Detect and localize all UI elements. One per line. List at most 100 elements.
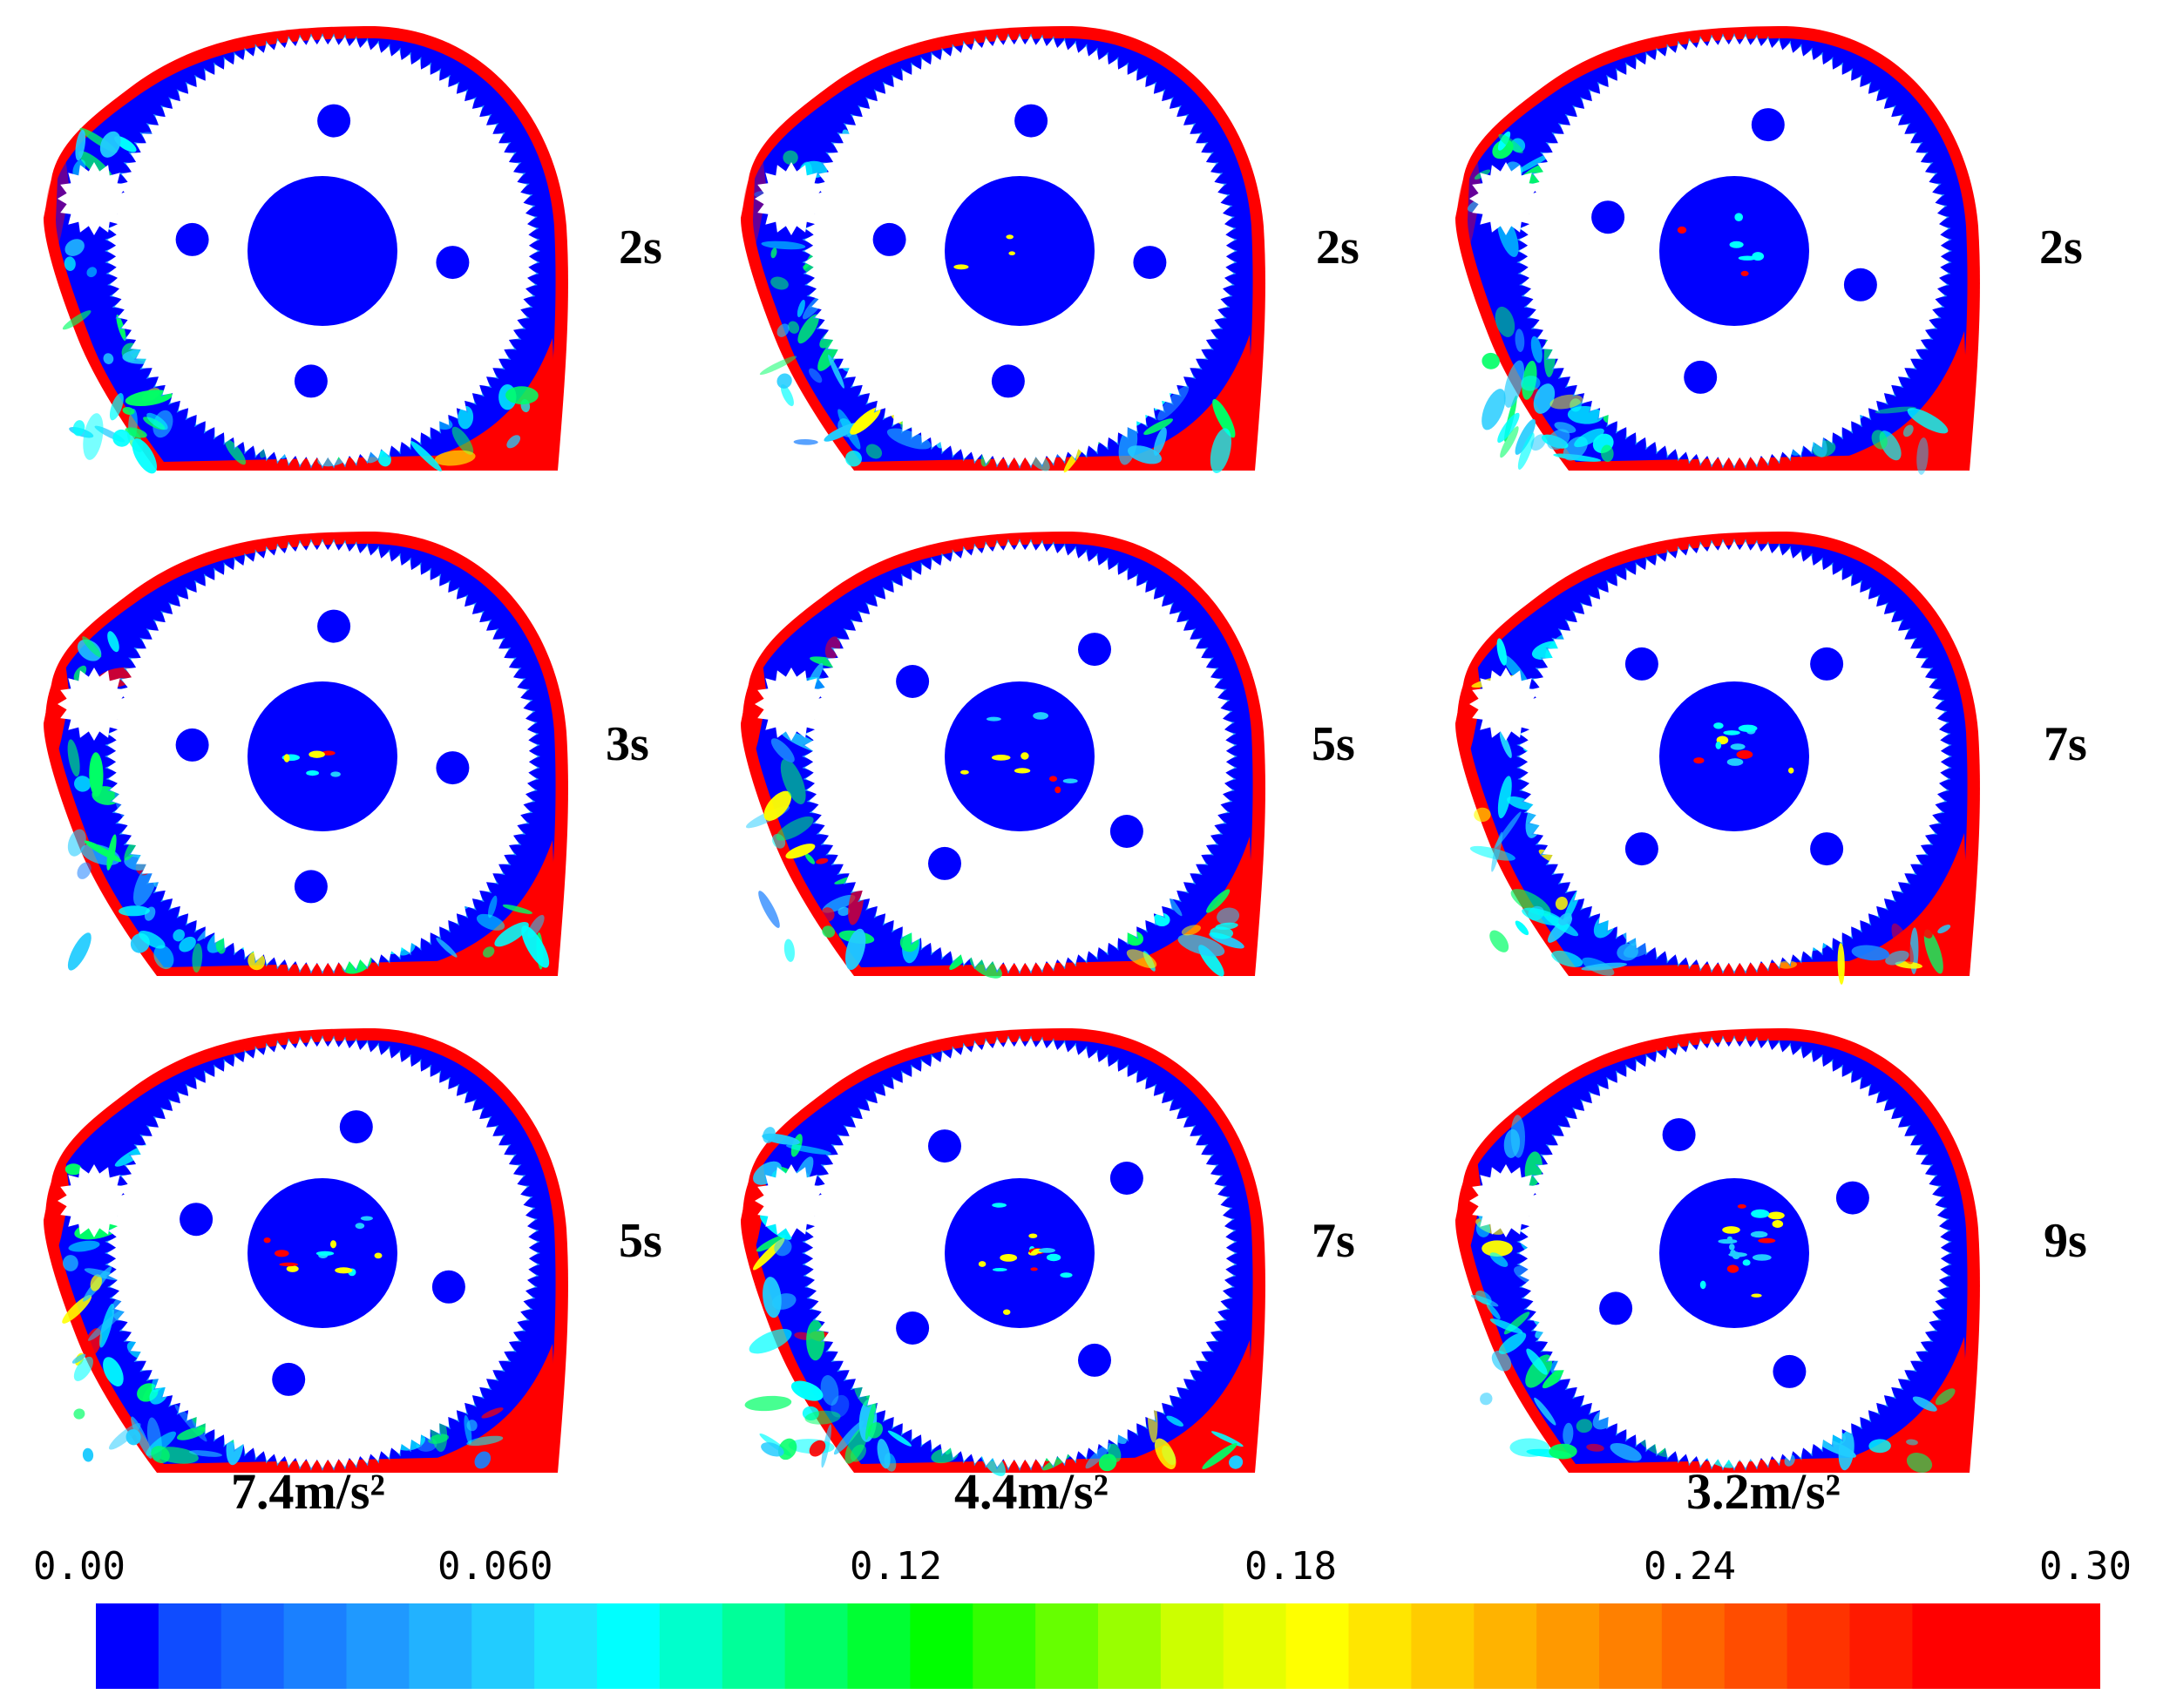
hub-speckle: [1758, 1237, 1776, 1244]
flow-streak: [770, 247, 777, 259]
flow-streak: [103, 1357, 124, 1387]
flow-streak: [1480, 1393, 1493, 1406]
colorbar-segment: [220, 1603, 285, 1689]
hub-speckle: [374, 1252, 383, 1259]
hub-speckle: [1030, 1267, 1038, 1271]
colorbar-segment: [1599, 1603, 1663, 1689]
hub-speckle: [1726, 758, 1744, 766]
flow-streak: [106, 834, 117, 871]
hub-speckle: [315, 1250, 335, 1256]
flow-streak: [466, 1435, 504, 1447]
flow-streak: [793, 438, 818, 445]
hub-speckle: [1006, 234, 1014, 240]
oil-pool: [1081, 335, 1255, 471]
gear-hole: [1078, 633, 1111, 667]
flow-streak: [82, 1447, 94, 1462]
flow-streak: [1491, 831, 1503, 872]
flow-streak: [153, 945, 174, 970]
time-label: 5s: [619, 1214, 662, 1268]
hub-speckle: [992, 1268, 1007, 1271]
acceleration-label: 4.4m/s²: [954, 1463, 1109, 1520]
flow-streak: [804, 853, 815, 864]
flow-streak: [1500, 426, 1519, 458]
hub-speckle: [1693, 757, 1705, 764]
flow-streak: [1576, 1419, 1593, 1434]
flow-streak: [89, 752, 104, 797]
flow-streak: [770, 276, 789, 290]
flow-streak: [77, 639, 102, 661]
hub-speckle: [1715, 742, 1722, 749]
flow-streak: [1777, 960, 1797, 969]
flow-streak: [1205, 889, 1231, 913]
gear-hole: [1624, 832, 1658, 866]
flow-streak: [1555, 897, 1568, 911]
flow-streak: [1520, 376, 1541, 391]
flow-streak: [192, 943, 203, 973]
flow-streak: [797, 314, 819, 344]
flow-streak: [1895, 961, 1923, 969]
flow-streak: [780, 758, 806, 804]
hub-speckle: [1732, 1251, 1740, 1259]
flow-streak: [107, 631, 119, 653]
flow-streak: [1912, 1396, 1937, 1412]
time-label: 3s: [606, 717, 649, 771]
hub-speckle: [1722, 1226, 1740, 1234]
flow-streak: [762, 1133, 800, 1145]
colorbar-tick-5: 0.30: [2039, 1544, 2132, 1589]
colorbar-tick-4: 0.24: [1644, 1544, 1736, 1589]
time-label: 2s: [2039, 220, 2083, 274]
flow-streak: [774, 1238, 792, 1257]
flow-streak: [466, 1420, 478, 1432]
hub-speckle: [1742, 1259, 1751, 1266]
colorbar-tick-0: 0.00: [33, 1544, 125, 1589]
gear-hole: [317, 104, 351, 138]
gear-hole: [928, 1129, 961, 1163]
flow-streak: [494, 922, 529, 947]
flow-streak: [109, 393, 124, 421]
flow-streak: [865, 444, 883, 459]
gear-hub: [247, 176, 397, 326]
acceleration-label: 3.2m/s²: [1686, 1463, 1841, 1520]
gear-hole: [1810, 647, 1844, 681]
colorbar-segment: [1724, 1603, 1788, 1689]
flow-streak: [1574, 428, 1604, 448]
hub-speckle: [1772, 1220, 1784, 1228]
hub-speckle: [1730, 743, 1746, 750]
flow-streak: [179, 936, 196, 952]
gear-hole: [1751, 108, 1785, 142]
flow-streak: [1509, 1438, 1550, 1457]
colorbar-segment: [96, 1603, 159, 1689]
hub-speckle: [1008, 251, 1015, 256]
gear-hub: [945, 176, 1095, 326]
time-label: 9s: [2044, 1214, 2087, 1268]
gear-hole: [1599, 1291, 1633, 1325]
flow-streak: [1935, 1388, 1956, 1406]
flow-streak: [833, 1420, 865, 1455]
flow-streak: [1885, 950, 1909, 966]
hub-speckle: [1729, 241, 1744, 248]
flow-streak: [1497, 412, 1520, 444]
gear-hole: [294, 364, 328, 398]
gear-hole: [1109, 815, 1143, 848]
flow-streak: [73, 1408, 85, 1420]
flow-streak: [1210, 1431, 1244, 1447]
flow-streak: [828, 354, 844, 389]
contour-panel: [697, 523, 1360, 1011]
flow-streak: [434, 450, 476, 466]
gear-hole: [1078, 1343, 1111, 1377]
colorbar-segment: [1223, 1603, 1287, 1689]
left-wall-film: [45, 662, 70, 767]
colorbar-segment: [1348, 1603, 1412, 1689]
flow-streak: [776, 323, 790, 337]
flow-streak: [1489, 1252, 1509, 1267]
flow-streak: [848, 883, 865, 925]
gear-hole: [272, 1362, 306, 1396]
gear-hole: [928, 846, 961, 880]
hub-speckle: [360, 1216, 373, 1221]
flow-streak: [1491, 1350, 1512, 1372]
flow-streak: [68, 1240, 100, 1252]
flow-streak: [797, 300, 805, 317]
hub-speckle: [1062, 778, 1078, 783]
contour-panel: [1412, 523, 2074, 1011]
